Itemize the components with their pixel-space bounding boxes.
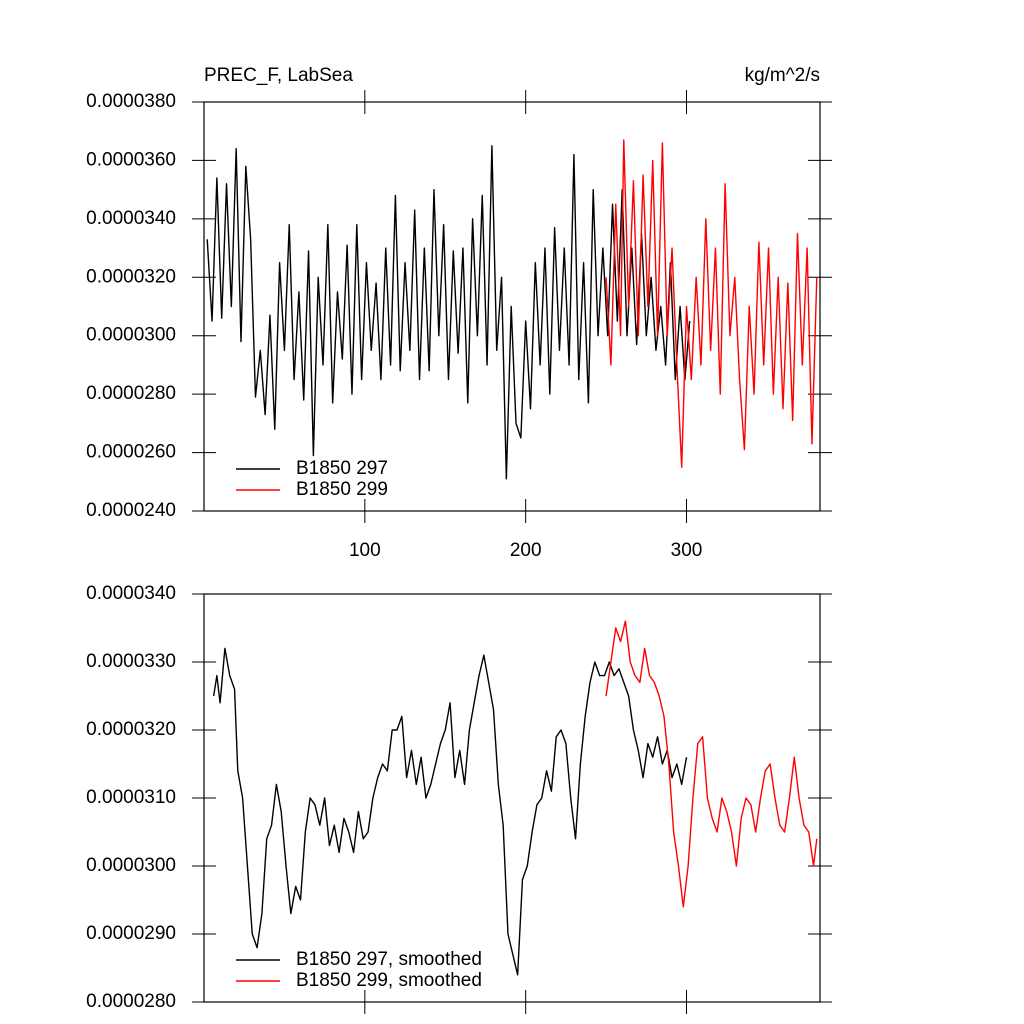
x-tick-label: 100: [349, 540, 381, 561]
y-tick-label: 0.0000320: [86, 719, 176, 740]
y-tick-label: 0.0000260: [86, 442, 176, 463]
y-tick-label: 0.0000340: [86, 583, 176, 604]
y-tick-label: 0.0000330: [86, 651, 176, 672]
chart-title: PREC_F, LabSea: [204, 65, 353, 86]
series-line: [605, 139, 818, 468]
y-tick-label: 0.0000310: [86, 787, 176, 808]
y-tick-label: 0.0000280: [86, 383, 176, 404]
y-tick-label: 0.0000360: [86, 149, 176, 170]
y-tick-label: 0.0000290: [86, 923, 176, 944]
y-tick-label: 0.0000240: [86, 500, 176, 521]
legend-label: B1850 299, smoothed: [296, 970, 482, 991]
x-tick-label: 300: [671, 540, 703, 561]
series-line: [605, 620, 818, 908]
plot-frame: [203, 101, 821, 512]
y-tick-label: 0.0000320: [86, 266, 176, 287]
legend-label: B1850 299: [296, 479, 388, 500]
x-tick-label: 200: [510, 540, 542, 561]
y-tick-label: 0.0000280: [86, 991, 176, 1012]
y-tick-label: 0.0000300: [86, 855, 176, 876]
plot-frame: [203, 593, 821, 1003]
legend-label: B1850 297: [296, 458, 388, 479]
y-tick-label: 0.0000380: [86, 91, 176, 112]
series-line: [212, 647, 688, 976]
y-tick-label: 0.0000300: [86, 325, 176, 346]
legend-label: B1850 297, smoothed: [296, 949, 482, 970]
units-label: kg/m^2/s: [745, 65, 820, 86]
series-line: [206, 145, 691, 480]
y-tick-label: 0.0000340: [86, 208, 176, 229]
